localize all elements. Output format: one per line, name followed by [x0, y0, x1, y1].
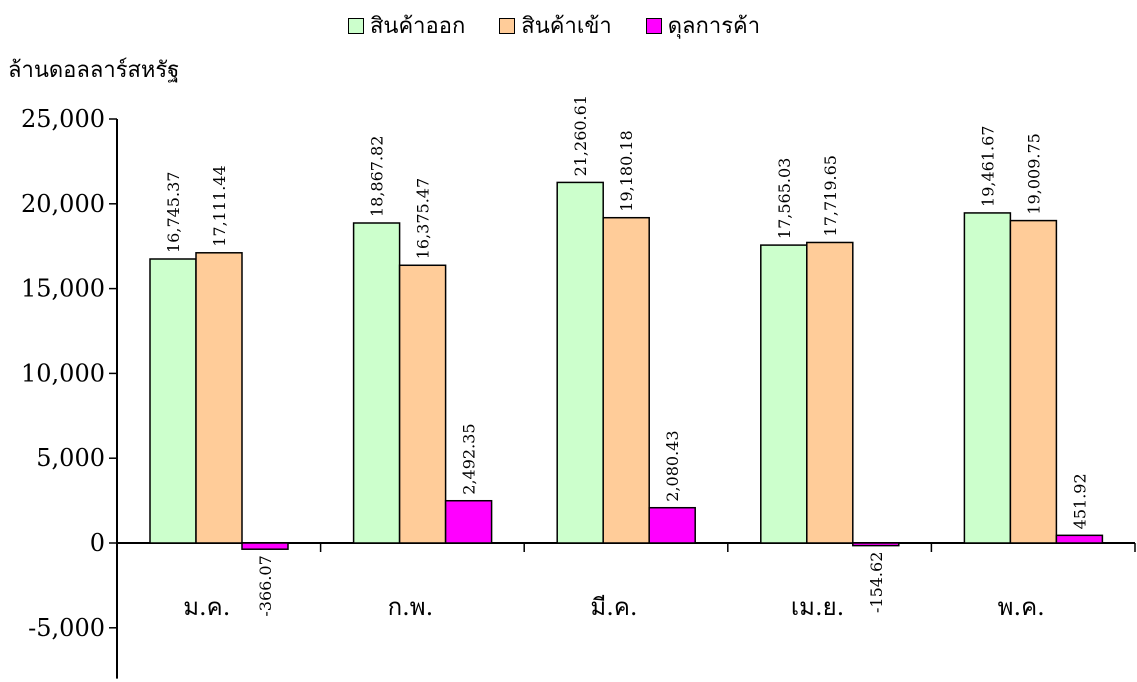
bar — [648, 506, 696, 544]
data-label: 19,461.67 — [978, 125, 997, 206]
bar — [195, 252, 243, 544]
y-tick-label: -5,000 — [28, 614, 105, 642]
y-tick-label: 5,000 — [36, 444, 105, 472]
data-label: 16,745.37 — [164, 172, 183, 253]
data-label: 451.92 — [1070, 473, 1089, 529]
data-label: 2,080.43 — [663, 430, 682, 501]
data-label: -366.07 — [256, 555, 275, 616]
bar — [852, 542, 900, 547]
data-label: -154.62 — [867, 552, 886, 613]
data-label: 2,492.35 — [460, 423, 479, 494]
data-label: 18,867.82 — [368, 136, 387, 217]
data-label: 17,719.65 — [821, 155, 840, 236]
legend-label-imports: สินค้าเข้า — [521, 14, 612, 39]
data-label: 19,009.75 — [1024, 133, 1043, 214]
bar — [398, 264, 447, 544]
legend: สินค้าออก สินค้าเข้า ดุลการค้า — [348, 8, 760, 43]
bar — [963, 212, 1012, 544]
legend-item-imports: สินค้าเข้า — [499, 8, 612, 43]
bar — [556, 181, 604, 544]
legend-item-trade-balance: ดุลการค้า — [645, 8, 761, 43]
legend-label-trade-balance: ดุลการค้า — [667, 14, 761, 39]
x-tick-label: ม.ค. — [183, 593, 230, 621]
data-label: 16,375.47 — [414, 178, 433, 259]
data-label: 17,565.03 — [775, 158, 794, 239]
legend-swatch-imports — [499, 17, 516, 34]
y-tick-label: 25,000 — [21, 105, 105, 133]
bar — [602, 216, 650, 544]
data-label: 21,260.61 — [571, 95, 590, 176]
bar — [149, 258, 197, 544]
data-label: 17,111.44 — [210, 165, 229, 246]
data-label: 19,180.18 — [617, 130, 636, 211]
bar — [444, 499, 493, 544]
bar — [760, 244, 808, 544]
x-tick-label: เม.ย. — [791, 593, 844, 621]
bar — [241, 542, 289, 550]
x-tick-label: พ.ค. — [998, 593, 1045, 621]
legend-swatch-trade-balance — [645, 17, 662, 34]
bar — [352, 222, 401, 544]
x-tick-label: มี.ค. — [590, 593, 637, 621]
x-tick-label: ก.พ. — [388, 593, 434, 621]
legend-item-exports: สินค้าออก — [348, 8, 465, 43]
y-tick-label: 15,000 — [21, 275, 105, 303]
y-tick-label: 20,000 — [21, 190, 105, 218]
legend-label-exports: สินค้าออก — [370, 14, 466, 39]
bar — [806, 241, 854, 544]
y-axis-unit-label: ล้านดอลลาร์สหรัฐ — [8, 58, 180, 83]
bar — [1055, 534, 1104, 544]
legend-swatch-exports — [348, 17, 364, 34]
bar — [1009, 219, 1058, 544]
y-tick-label: 0 — [90, 529, 105, 557]
y-tick-label: 10,000 — [21, 359, 105, 387]
